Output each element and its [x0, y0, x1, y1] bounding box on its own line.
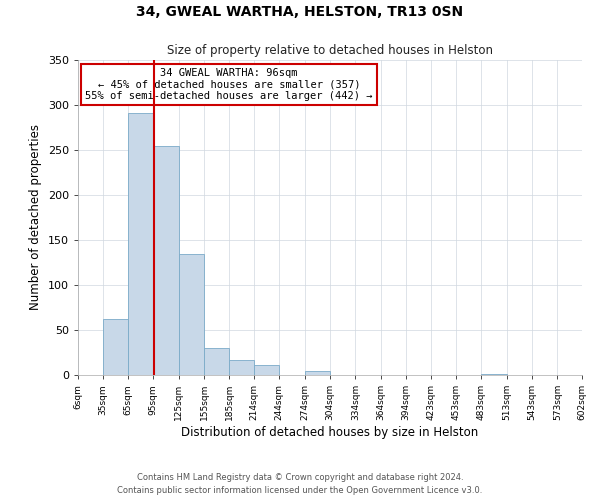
Bar — [305, 372, 330, 375]
Bar — [179, 254, 204, 375]
Bar — [254, 365, 279, 375]
Text: Contains HM Land Registry data © Crown copyright and database right 2024.
Contai: Contains HM Land Registry data © Crown c… — [118, 474, 482, 495]
Bar — [229, 360, 254, 375]
Bar — [481, 374, 507, 375]
Bar — [153, 146, 179, 375]
Bar — [204, 348, 229, 375]
Y-axis label: Number of detached properties: Number of detached properties — [29, 124, 42, 310]
Text: 34, GWEAL WARTHA, HELSTON, TR13 0SN: 34, GWEAL WARTHA, HELSTON, TR13 0SN — [136, 5, 464, 19]
Bar — [128, 113, 153, 375]
Title: Size of property relative to detached houses in Helston: Size of property relative to detached ho… — [167, 44, 493, 58]
Bar — [103, 319, 128, 375]
Text: 34 GWEAL WARTHA: 96sqm
← 45% of detached houses are smaller (357)
55% of semi-de: 34 GWEAL WARTHA: 96sqm ← 45% of detached… — [85, 68, 373, 101]
X-axis label: Distribution of detached houses by size in Helston: Distribution of detached houses by size … — [181, 426, 479, 439]
